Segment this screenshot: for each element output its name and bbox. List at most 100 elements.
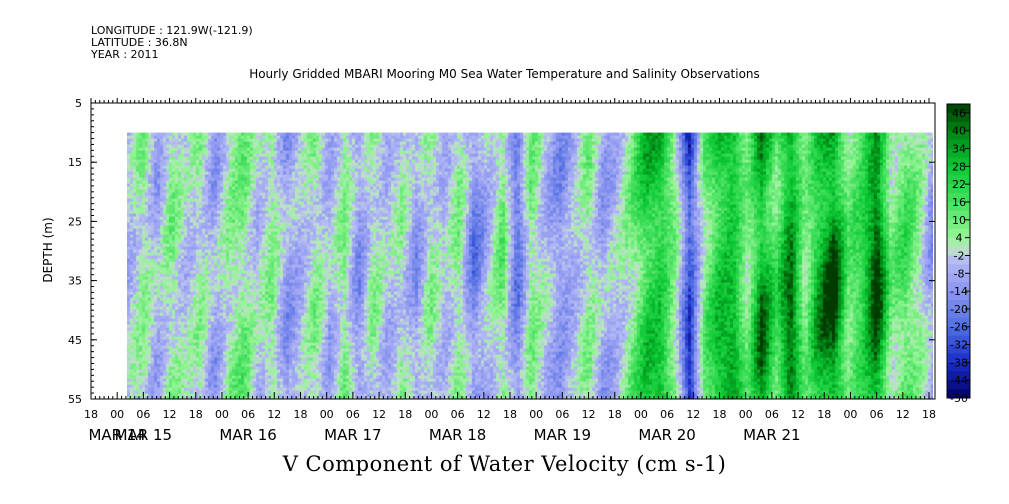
year-label: YEAR : 2011: [91, 48, 159, 61]
colorbar-band: [947, 344, 970, 354]
colorbar-label: -26: [950, 321, 968, 334]
heatmap-cells: [127, 132, 933, 399]
x-hour-label: 12: [686, 408, 700, 421]
x-hour-label: 18: [608, 408, 622, 421]
x-hour-label: 18: [503, 408, 517, 421]
colorbar-label: 16: [952, 196, 966, 209]
x-date-label: MAR 19: [534, 426, 591, 444]
colorbar-band: [947, 184, 970, 194]
x-hour-label: 12: [372, 408, 386, 421]
y-tick-label: 25: [68, 215, 82, 228]
colorbar-label: -50: [950, 392, 968, 405]
x-hour-label: 00: [739, 408, 753, 421]
x-hour-label: 18: [398, 408, 412, 421]
x-hour-label: 00: [320, 408, 334, 421]
colorbar-label: 28: [952, 160, 966, 173]
colorbar-band: [947, 389, 970, 399]
x-hour-label: 18: [922, 408, 936, 421]
colorbar-band: [947, 175, 970, 185]
chart-title: Hourly Gridded MBARI Mooring M0 Sea Wate…: [249, 67, 760, 81]
x-hour-label: 18: [294, 408, 308, 421]
colorbar-label: 22: [952, 178, 966, 191]
x-hour-label: 06: [870, 408, 884, 421]
colorbar-label: 34: [952, 143, 966, 156]
colorbar-band: [947, 362, 970, 372]
y-tick-label: 35: [68, 275, 82, 288]
colorbar-label: 40: [952, 125, 966, 138]
x-hour-label: 12: [163, 408, 177, 421]
colorbar-band: [947, 353, 970, 363]
x-hour-label: 00: [215, 408, 229, 421]
x-date-label: MAR 15: [115, 426, 172, 444]
x-hour-label: 12: [477, 408, 491, 421]
colorbar-band: [947, 308, 970, 319]
colorbar-band: [947, 166, 970, 176]
colorbar-band: [947, 104, 970, 114]
colorbar-band: [947, 157, 970, 167]
x-hour-label: 00: [843, 408, 857, 421]
y-tick-label: 45: [68, 334, 82, 347]
x-hour-label: 06: [136, 408, 150, 421]
x-axis-label: V Component of Water Velocity (cm s-1): [282, 452, 727, 476]
colorbar-band: [947, 300, 970, 310]
colorbar-label: 4: [956, 232, 963, 245]
colorbar-band: [947, 326, 970, 337]
x-hour-label: 12: [267, 408, 281, 421]
x-hour-label: 06: [241, 408, 255, 421]
x-hour-label: 18: [713, 408, 727, 421]
longitude-label: LONGITUDE : 121.9W(-121.9): [91, 24, 253, 37]
x-hour-label: 12: [896, 408, 910, 421]
colorbar-band: [947, 291, 970, 301]
x-date-label: MAR 21: [743, 426, 800, 444]
colorbar-band: [947, 380, 970, 390]
colorbar-band: [947, 237, 970, 248]
colorbar-band: [947, 112, 970, 123]
colorbar-label: -8: [954, 267, 965, 280]
x-hour-label: 06: [660, 408, 674, 421]
x-date-label: MAR 20: [638, 426, 695, 444]
x-hour-label: 00: [424, 408, 438, 421]
x-date-label: MAR 17: [324, 426, 381, 444]
colorbar-label: -20: [950, 303, 968, 316]
x-hour-label: 18: [84, 408, 98, 421]
x-date-label: MAR 16: [219, 426, 276, 444]
colorbar-band: [947, 273, 970, 283]
colorbar-label: -2: [954, 249, 965, 262]
colorbar-band: [947, 139, 970, 150]
colorbar-label: 46: [952, 107, 966, 120]
colorbar-band: [947, 228, 970, 239]
colorbar-band: [947, 246, 970, 256]
colorbar-band: [947, 317, 970, 328]
colorbar-band: [947, 371, 970, 381]
colorbar-band: [947, 193, 970, 203]
colorbar-band: [947, 202, 970, 212]
colorbar-band: [947, 148, 970, 158]
colorbar-band: [947, 335, 970, 346]
colorbar-frame: [946, 103, 971, 399]
x-date-label: MAR 14: [88, 426, 145, 444]
colorbar-band: [947, 264, 970, 274]
x-hour-label: 06: [346, 408, 360, 421]
x-hour-label: 00: [634, 408, 648, 421]
y-tick-label: 5: [75, 97, 82, 110]
x-hour-label: 12: [582, 408, 596, 421]
x-hour-label: 06: [555, 408, 569, 421]
x-hour-label: 18: [189, 408, 203, 421]
colorbar-band: [947, 219, 970, 230]
x-date-label: MAR 18: [429, 426, 486, 444]
x-hour-label: 18: [817, 408, 831, 421]
colorbar-label: -14: [950, 285, 968, 298]
colorbar-band: [947, 282, 970, 292]
colorbar-band: [947, 130, 970, 141]
colorbar-band: [947, 210, 970, 221]
y-axis-label: DEPTH (m): [41, 217, 55, 282]
x-hour-label: 00: [529, 408, 543, 421]
colorbar-label: -38: [950, 356, 968, 369]
colorbar-band: [947, 121, 970, 132]
latitude-label: LATITUDE : 36.8N: [91, 36, 188, 49]
colorbar-band: [947, 255, 970, 265]
colorbar-label: 10: [952, 214, 966, 227]
colorbar-label: -32: [950, 339, 968, 352]
